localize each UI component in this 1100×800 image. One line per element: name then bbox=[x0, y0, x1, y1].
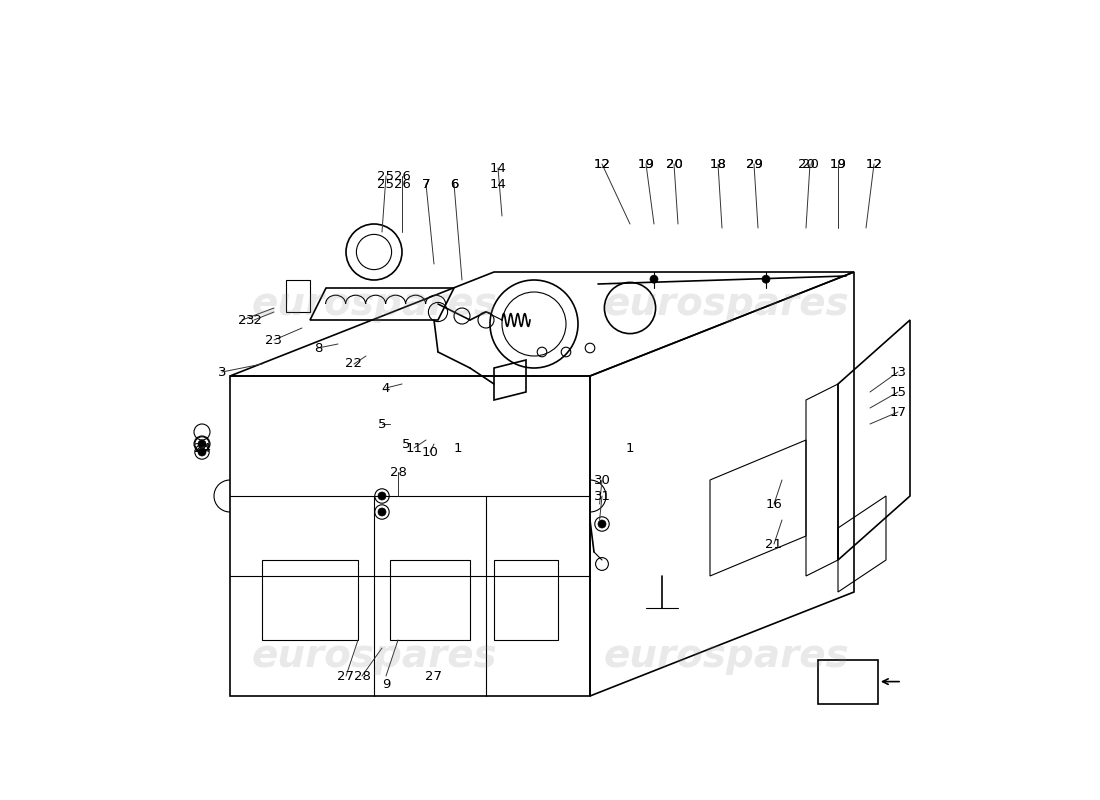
Text: 31: 31 bbox=[594, 490, 610, 502]
Text: 19: 19 bbox=[638, 158, 654, 170]
Text: 23: 23 bbox=[265, 334, 283, 346]
Text: 15: 15 bbox=[890, 386, 906, 398]
Text: 5: 5 bbox=[402, 438, 410, 450]
Text: 5: 5 bbox=[377, 418, 386, 430]
Text: eurospares: eurospares bbox=[603, 637, 849, 675]
Text: 19: 19 bbox=[829, 158, 846, 170]
Text: 14: 14 bbox=[490, 162, 506, 174]
Circle shape bbox=[198, 448, 206, 456]
Text: 1: 1 bbox=[453, 442, 462, 454]
Text: 28: 28 bbox=[353, 670, 371, 682]
Circle shape bbox=[762, 275, 770, 283]
Text: 12: 12 bbox=[866, 158, 882, 170]
Text: 7: 7 bbox=[421, 178, 430, 190]
Text: 29: 29 bbox=[746, 158, 762, 170]
Circle shape bbox=[198, 440, 206, 448]
Text: 25: 25 bbox=[377, 178, 395, 190]
Text: 18: 18 bbox=[710, 158, 726, 170]
Text: 10: 10 bbox=[421, 446, 439, 458]
Text: 8: 8 bbox=[314, 342, 322, 354]
Text: 1: 1 bbox=[626, 442, 635, 454]
Text: 20: 20 bbox=[666, 158, 682, 170]
Text: 12: 12 bbox=[594, 158, 610, 170]
Text: 7: 7 bbox=[421, 178, 430, 190]
Circle shape bbox=[378, 492, 386, 500]
Text: 29: 29 bbox=[746, 158, 762, 170]
Text: 19: 19 bbox=[829, 158, 846, 170]
Text: 12: 12 bbox=[594, 158, 610, 170]
Text: 11: 11 bbox=[406, 442, 422, 454]
Text: 22: 22 bbox=[345, 358, 363, 370]
Text: 28: 28 bbox=[389, 466, 406, 478]
Circle shape bbox=[598, 520, 606, 528]
Text: eurospares: eurospares bbox=[251, 285, 497, 323]
Text: 17: 17 bbox=[890, 406, 906, 418]
Text: 2: 2 bbox=[238, 314, 246, 326]
Text: eurospares: eurospares bbox=[603, 285, 849, 323]
Text: 6: 6 bbox=[450, 178, 459, 190]
Text: 25: 25 bbox=[377, 170, 395, 182]
Text: eurospares: eurospares bbox=[251, 637, 497, 675]
Text: 27: 27 bbox=[426, 670, 442, 682]
Text: 20: 20 bbox=[666, 158, 682, 170]
Text: 21: 21 bbox=[766, 538, 782, 550]
Text: 14: 14 bbox=[490, 178, 506, 190]
Text: 26: 26 bbox=[394, 178, 410, 190]
Circle shape bbox=[650, 275, 658, 283]
Text: 6: 6 bbox=[450, 178, 459, 190]
Text: 32: 32 bbox=[245, 314, 263, 326]
Text: 13: 13 bbox=[890, 366, 906, 378]
Text: 9: 9 bbox=[382, 678, 390, 690]
Text: 26: 26 bbox=[394, 170, 410, 182]
Text: 4: 4 bbox=[382, 382, 390, 394]
Text: 18: 18 bbox=[710, 158, 726, 170]
Text: 20: 20 bbox=[798, 158, 814, 170]
Text: 12: 12 bbox=[866, 158, 882, 170]
Text: 19: 19 bbox=[638, 158, 654, 170]
Text: 20: 20 bbox=[802, 158, 818, 170]
Circle shape bbox=[378, 508, 386, 516]
Text: 27: 27 bbox=[338, 670, 354, 682]
Text: 24: 24 bbox=[194, 442, 210, 454]
Text: 3: 3 bbox=[218, 366, 227, 378]
Text: 16: 16 bbox=[766, 498, 782, 510]
Text: 30: 30 bbox=[594, 474, 610, 486]
